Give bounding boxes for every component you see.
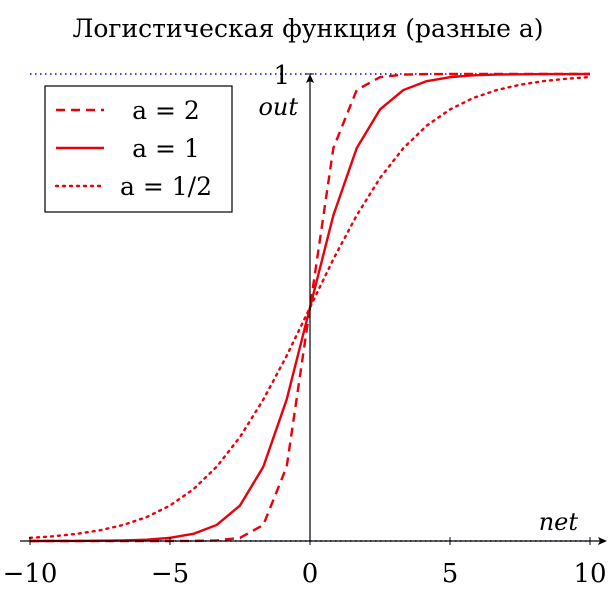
x-axis-arrow-icon [598,537,607,545]
y-ticks: 1 [273,61,314,91]
legend: a = 2 a = 1 a = 1/2 [44,85,233,213]
chart-title: Логистическая функция (разные a) [72,14,543,43]
legend-label: a = 1/2 [120,172,212,201]
y-axis-arrow-icon [306,74,314,83]
x-tick-label: −5 [151,559,189,589]
axes [20,74,607,545]
x-axis-label: net [539,508,579,536]
x-tick-label: 0 [302,559,319,589]
legend-label: a = 1 [132,134,200,163]
legend-label: a = 2 [132,96,200,125]
y-axis-label: out [258,93,298,121]
x-tick-label: 10 [573,559,606,589]
x-tick-label: −10 [3,559,58,589]
x-tick-label: 5 [442,559,459,589]
x-ticks: −10 −5 0 5 10 [3,537,607,589]
y-tick-label: 1 [273,61,290,91]
